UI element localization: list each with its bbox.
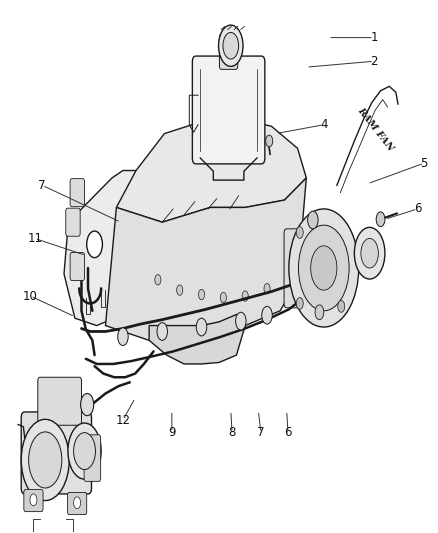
Circle shape <box>338 301 345 312</box>
FancyBboxPatch shape <box>38 377 81 425</box>
Text: 8: 8 <box>228 426 236 439</box>
Polygon shape <box>304 215 317 322</box>
Polygon shape <box>64 171 166 326</box>
Text: 11: 11 <box>27 232 42 245</box>
Text: 7: 7 <box>257 426 265 439</box>
FancyBboxPatch shape <box>66 208 80 236</box>
Text: 5: 5 <box>420 157 428 169</box>
Circle shape <box>223 33 239 59</box>
FancyBboxPatch shape <box>84 435 101 481</box>
Circle shape <box>21 419 69 500</box>
Circle shape <box>219 25 243 67</box>
FancyBboxPatch shape <box>192 56 265 164</box>
Circle shape <box>118 328 128 345</box>
Circle shape <box>264 284 270 294</box>
FancyBboxPatch shape <box>67 492 87 514</box>
Circle shape <box>30 494 37 506</box>
Circle shape <box>289 209 359 327</box>
Circle shape <box>266 135 273 147</box>
Circle shape <box>155 274 161 285</box>
Text: 4: 4 <box>320 118 328 131</box>
Circle shape <box>177 285 183 295</box>
Circle shape <box>196 318 207 336</box>
Polygon shape <box>117 119 306 222</box>
Circle shape <box>361 238 378 268</box>
Circle shape <box>74 433 95 470</box>
Circle shape <box>311 246 337 290</box>
FancyBboxPatch shape <box>21 412 92 494</box>
FancyBboxPatch shape <box>284 229 333 308</box>
Polygon shape <box>149 314 245 364</box>
Circle shape <box>220 292 226 303</box>
Text: RAM FAN: RAM FAN <box>356 106 395 152</box>
FancyBboxPatch shape <box>219 34 238 69</box>
Circle shape <box>307 211 318 229</box>
Circle shape <box>68 423 101 479</box>
Circle shape <box>354 228 385 279</box>
Circle shape <box>198 289 205 300</box>
Polygon shape <box>106 178 306 341</box>
Text: 10: 10 <box>23 289 38 303</box>
Circle shape <box>262 306 272 324</box>
Circle shape <box>296 297 303 309</box>
Text: 9: 9 <box>168 426 176 439</box>
FancyBboxPatch shape <box>24 489 43 512</box>
Text: 2: 2 <box>370 55 378 68</box>
FancyBboxPatch shape <box>70 253 85 280</box>
Text: 1: 1 <box>370 31 378 44</box>
Circle shape <box>28 432 62 488</box>
Text: 12: 12 <box>116 414 131 426</box>
Circle shape <box>242 291 248 301</box>
FancyBboxPatch shape <box>70 179 85 207</box>
Circle shape <box>376 212 385 227</box>
Circle shape <box>87 231 102 257</box>
Text: 7: 7 <box>39 179 46 192</box>
Text: 6: 6 <box>414 203 421 215</box>
Circle shape <box>296 227 303 238</box>
Circle shape <box>157 322 167 341</box>
Circle shape <box>298 225 349 311</box>
Circle shape <box>74 497 81 508</box>
Circle shape <box>81 393 94 416</box>
Circle shape <box>315 305 324 320</box>
Circle shape <box>236 312 246 330</box>
Text: 6: 6 <box>284 426 292 439</box>
